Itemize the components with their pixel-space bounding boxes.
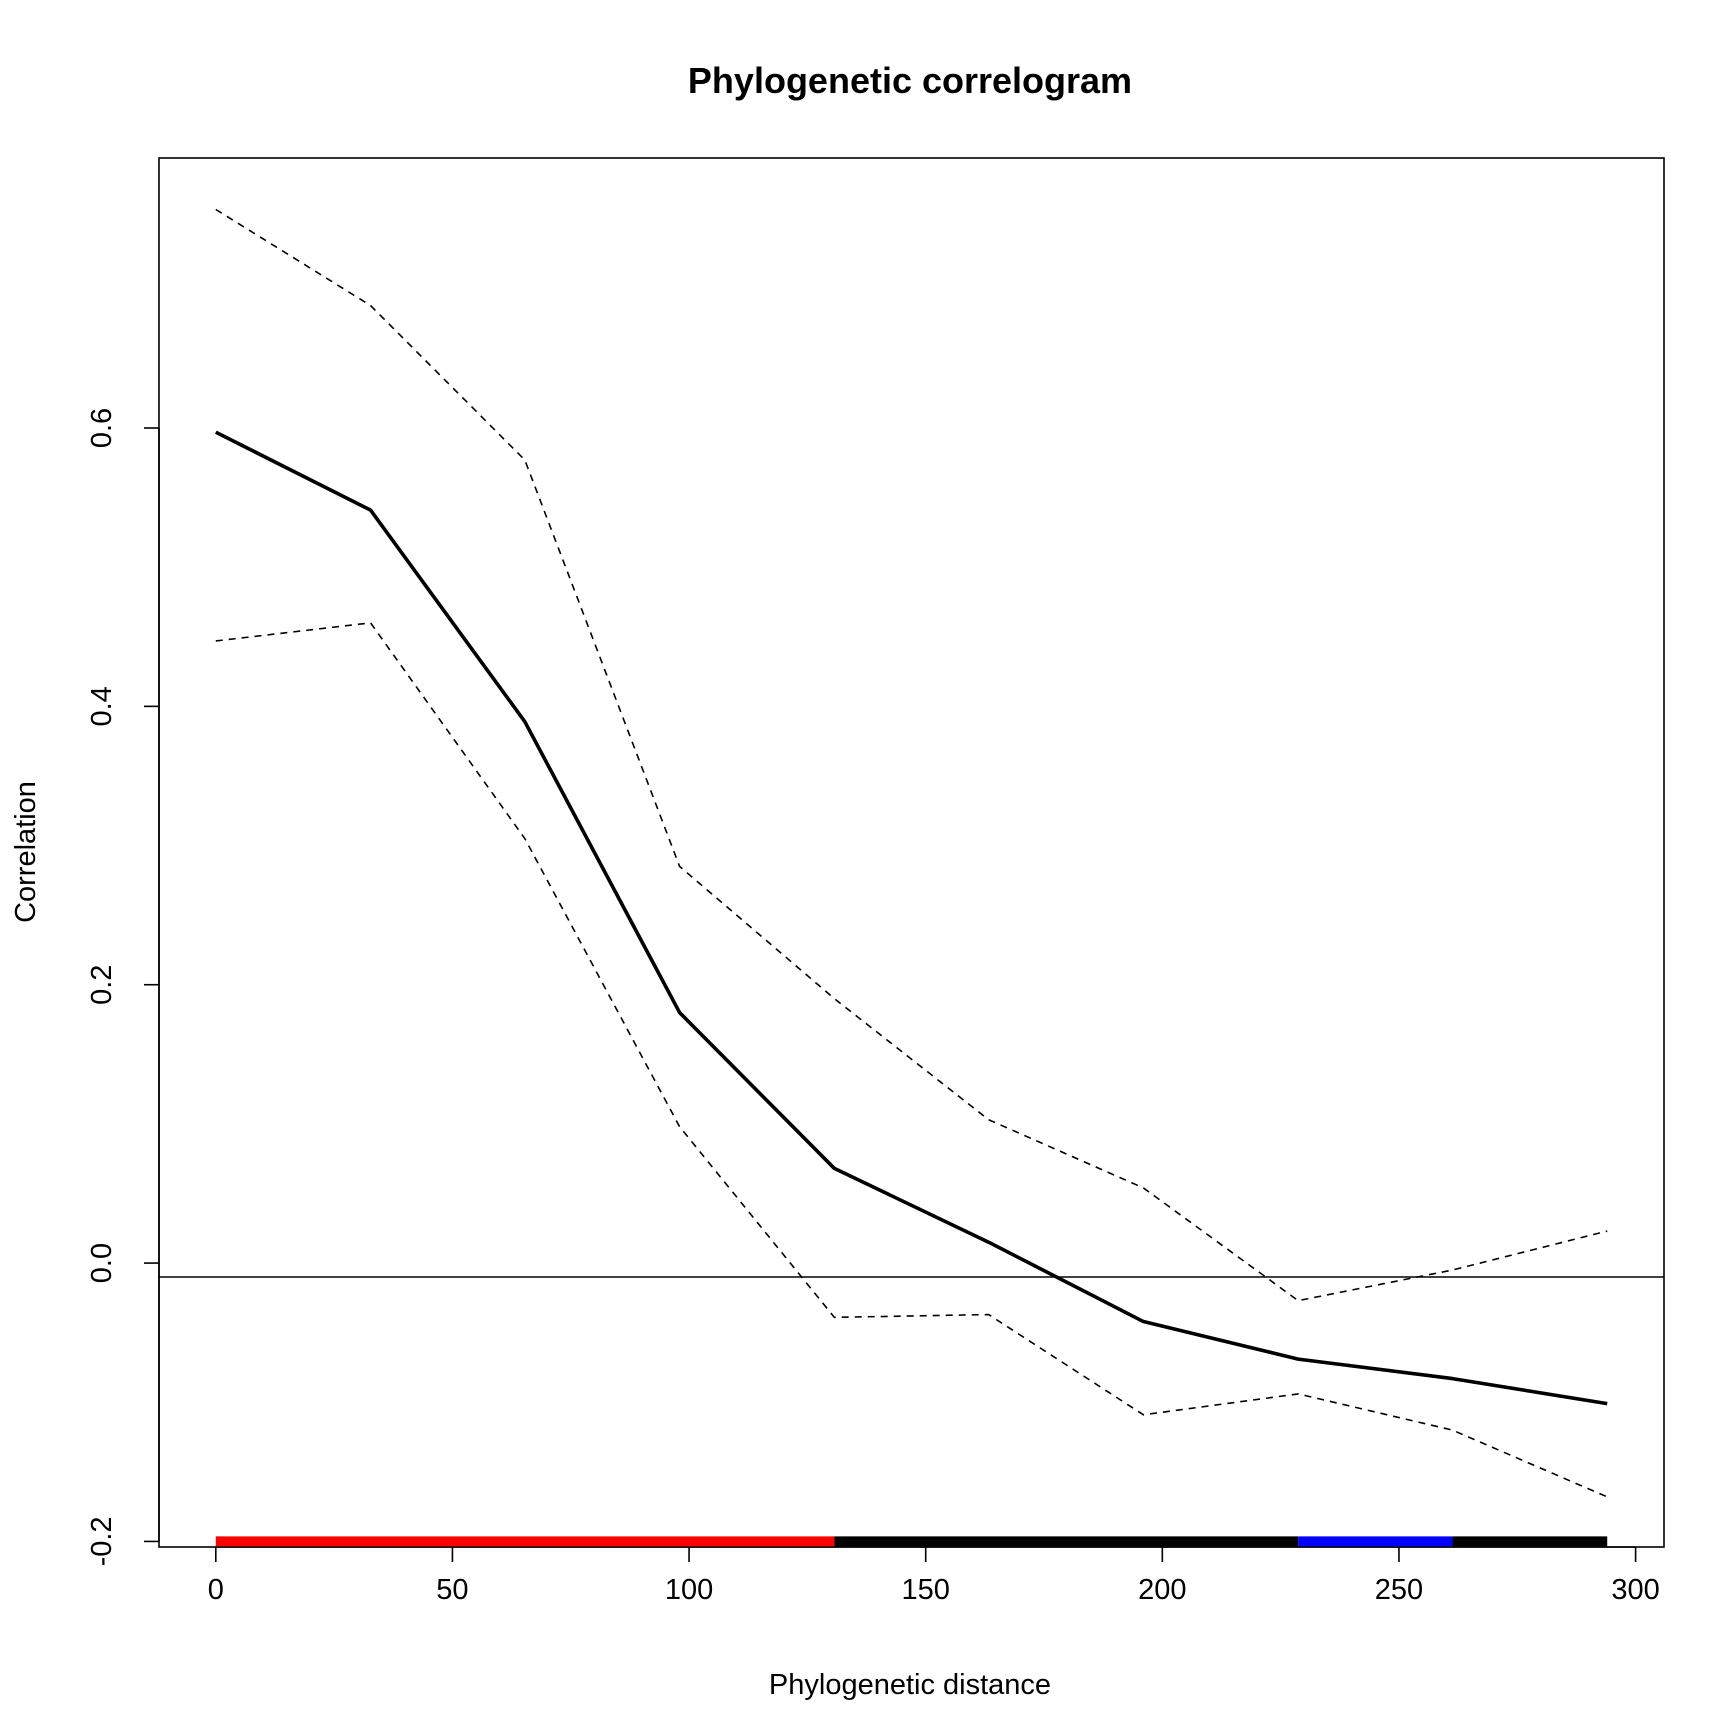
- plot-frame: [158, 157, 1665, 1548]
- chart-title: Phylogenetic correlogram: [688, 60, 1132, 101]
- y-axis-label: Correlation: [10, 781, 42, 923]
- plot-area: [159, 208, 1664, 1547]
- y-tick-label: 0.6: [86, 408, 118, 448]
- x-axis-label: Phylogenetic distance: [769, 1669, 1051, 1701]
- correlation-line: [214, 430, 1608, 1406]
- x-tick-label: 100: [665, 1574, 713, 1606]
- x-tick-label: 150: [902, 1574, 950, 1606]
- x-axis: 0 50 100 150 200 250 300: [208, 1546, 1660, 1606]
- y-axis: -0.2 0.0 0.2 0.4 0.6: [86, 408, 160, 1566]
- lower-confidence-line: [215, 622, 1608, 1498]
- y-tick-label: 0.0: [86, 1243, 118, 1283]
- x-tick-label: 200: [1138, 1574, 1186, 1606]
- y-tick-label: 0.4: [86, 686, 118, 726]
- y-tick-label: -0.2: [86, 1516, 118, 1566]
- x-tick-label: 50: [436, 1574, 468, 1606]
- y-tick-label: 0.2: [86, 965, 118, 1005]
- upper-confidence-line: [215, 208, 1608, 1302]
- x-tick-label: 0: [208, 1574, 224, 1606]
- x-tick-label: 300: [1611, 1574, 1659, 1606]
- x-tick-label: 250: [1375, 1574, 1423, 1606]
